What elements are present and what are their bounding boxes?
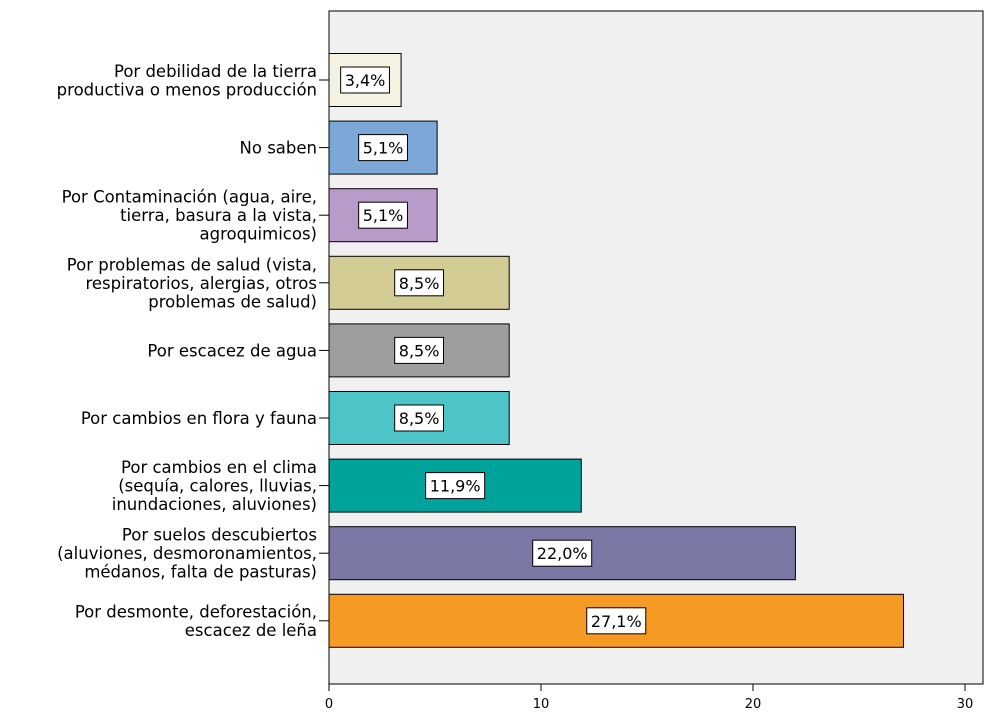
x-tick-label: 30: [957, 697, 974, 712]
data-label-box: [358, 134, 408, 162]
data-label: 22,0%: [537, 544, 588, 563]
x-tick-label: 10: [533, 697, 550, 712]
category-label: Por cambios en flora y fauna: [81, 409, 317, 428]
data-label-box: [394, 404, 445, 432]
data-label-box: [586, 607, 647, 635]
category-label: Por escacez de agua: [147, 341, 317, 360]
x-tick-label: 0: [325, 697, 333, 712]
data-label-box: [394, 336, 445, 364]
category-label: Por suelos descubiertos (aluviones, desmo…: [57, 526, 317, 582]
data-label-box: [425, 472, 486, 500]
data-label-box: [340, 66, 390, 94]
data-label: 3,4%: [345, 71, 386, 90]
data-label: 11,9%: [430, 477, 481, 496]
category-label: Por cambios en el clima (sequía, calores,…: [112, 458, 317, 514]
data-label: 8,5%: [399, 409, 440, 428]
category-label: Por problemas de salud (vista, respirator…: [67, 255, 317, 311]
data-label: 27,1%: [591, 612, 642, 631]
data-label: 8,5%: [399, 341, 440, 360]
category-label: Por desmonte, deforestación, escacez de l…: [75, 603, 317, 641]
data-label: 5,1%: [363, 206, 404, 225]
category-label: No saben: [240, 139, 317, 158]
data-label: 8,5%: [399, 274, 440, 293]
data-label-box: [532, 539, 593, 567]
x-tick-label: 20: [745, 697, 762, 712]
data-label-box: [394, 269, 445, 297]
category-label: Por debilidad de la tierra productiva o m…: [57, 62, 317, 100]
category-label: Por Contaminación (agua, aire, tierra, ba…: [62, 188, 317, 244]
data-label-box: [358, 201, 408, 229]
data-label: 5,1%: [363, 139, 404, 158]
